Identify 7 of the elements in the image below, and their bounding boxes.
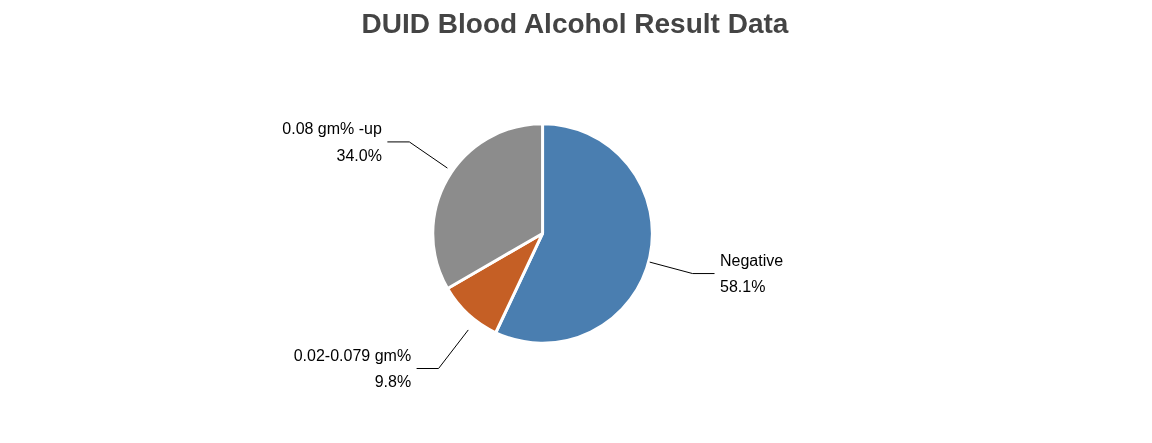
chart-title: DUID Blood Alcohol Result Data — [361, 7, 789, 39]
slice-label: Negative — [720, 251, 784, 269]
data-label: 58.1% — [720, 278, 766, 296]
data-label: 34.0% — [336, 146, 382, 164]
data-label: 9.8% — [374, 373, 412, 391]
slice-label: 0.08 gm% -up — [282, 120, 382, 138]
slice-label: 0.02-0.079 gm% — [293, 346, 412, 364]
